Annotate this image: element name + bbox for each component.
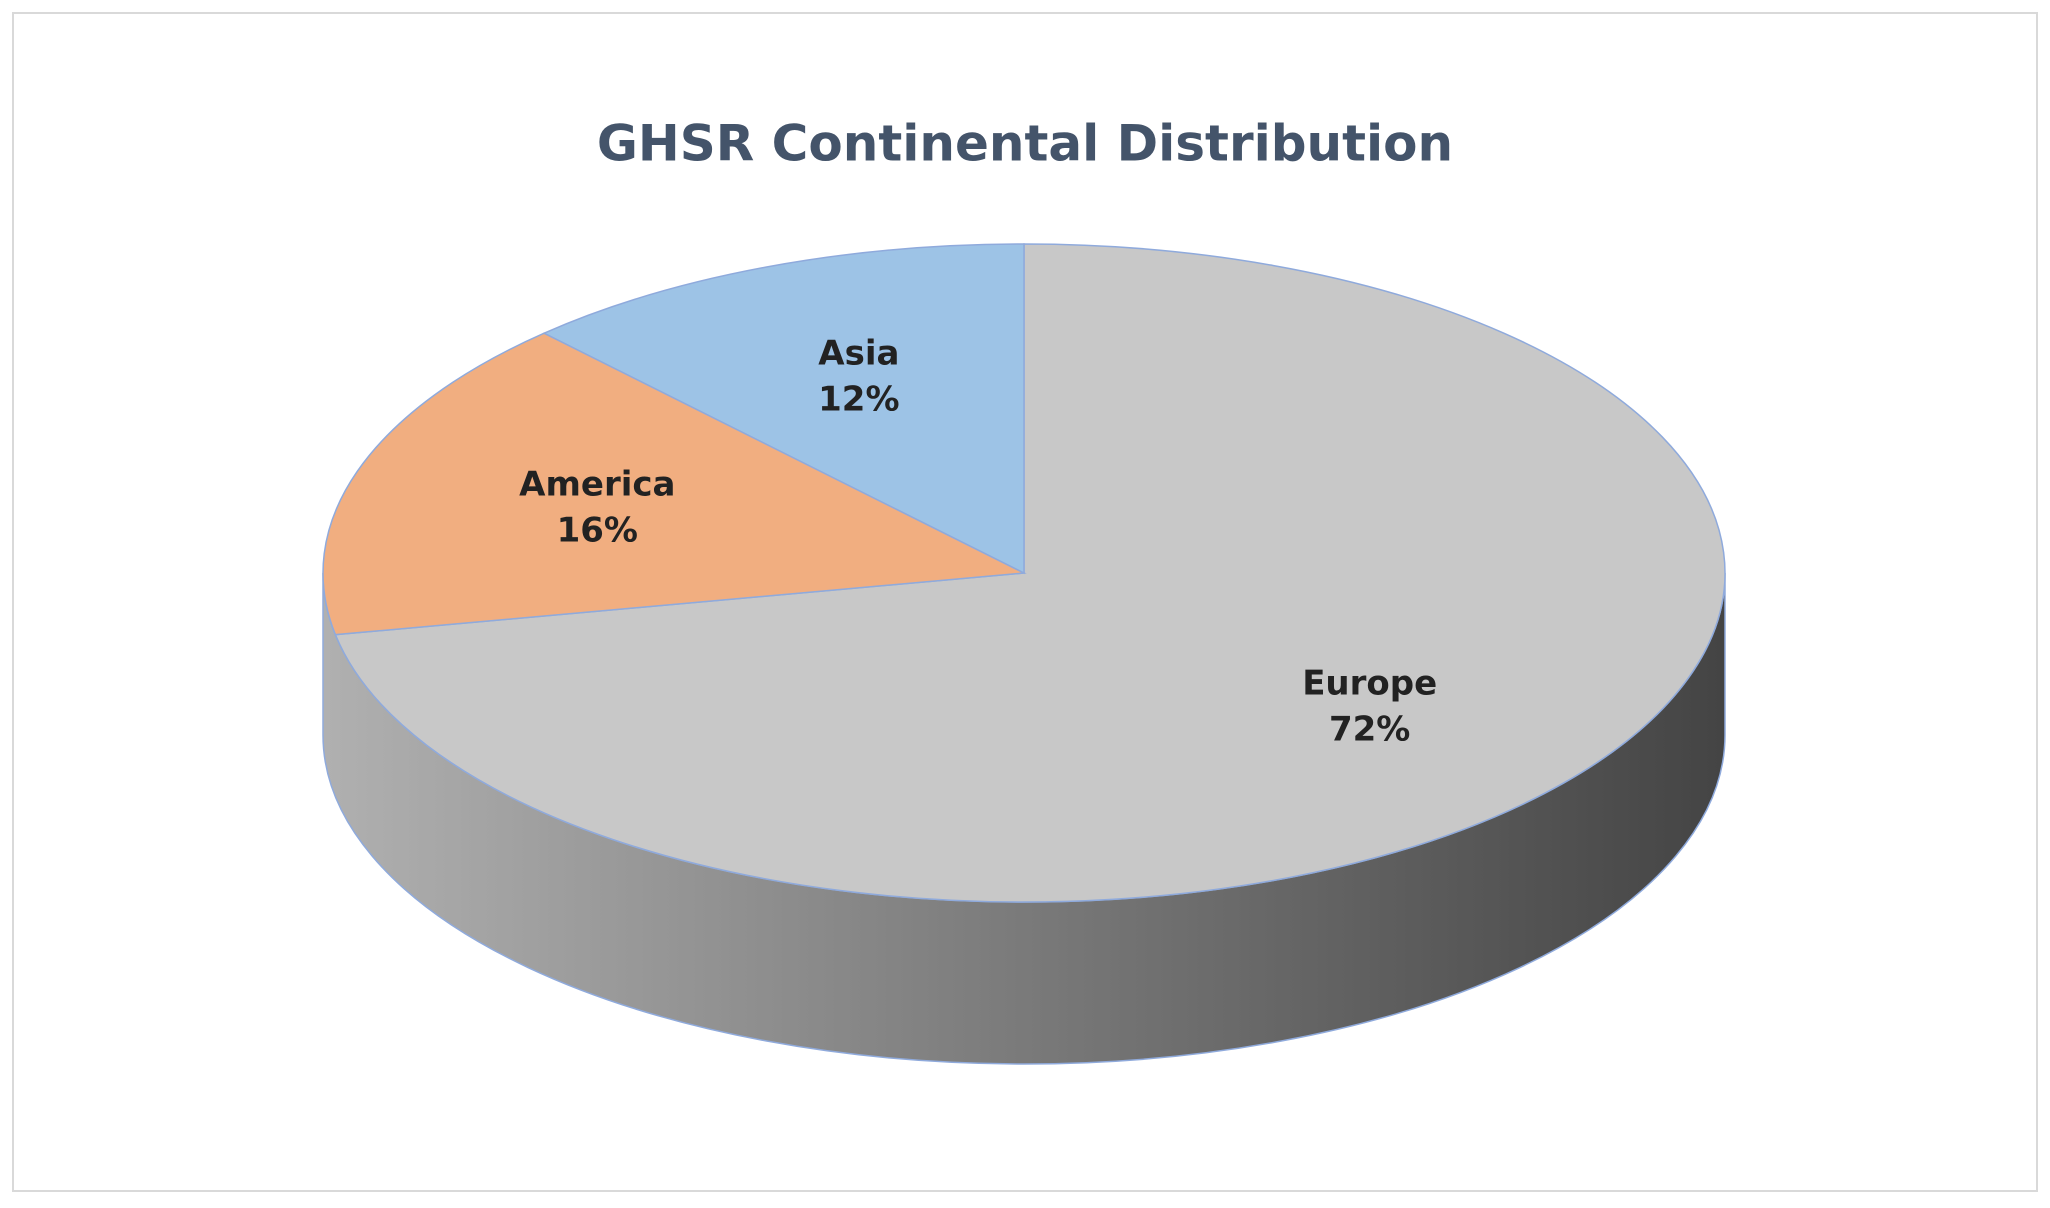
slice-label: Europe [1302, 664, 1437, 704]
pie-slice [542, 243, 1025, 575]
slice-value-label: 72% [1329, 710, 1410, 750]
chart-title: GHSR Continental Distribution [597, 115, 1453, 173]
slice-value-label: 12% [818, 380, 899, 420]
slice-label: America [519, 464, 675, 504]
pie-slice [322, 332, 1027, 636]
pie-slice [334, 243, 1726, 903]
slice-label: Asia [818, 334, 899, 374]
slice-value-label: 16% [557, 510, 638, 550]
